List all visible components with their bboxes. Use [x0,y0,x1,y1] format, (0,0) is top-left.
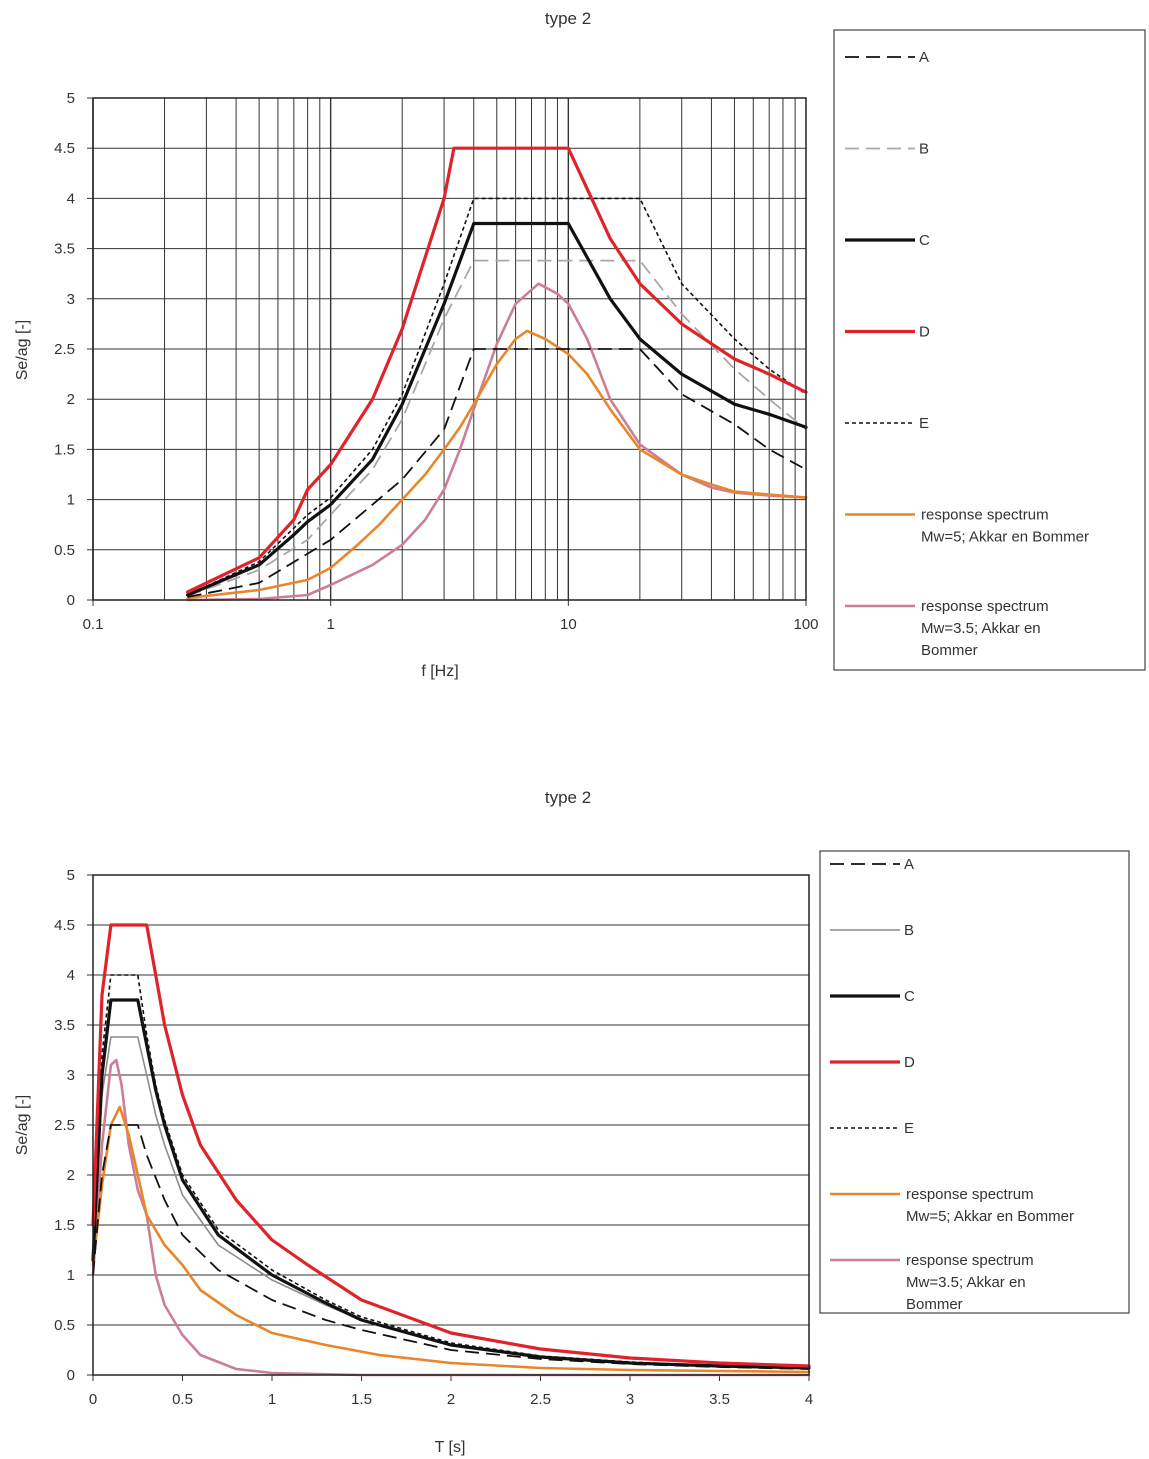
chart-title: type 2 [545,788,591,807]
legend-label: D [904,1054,915,1071]
y-tick-label: 4.5 [54,917,75,934]
legend-label: A [919,49,929,66]
legend-box [833,29,1146,671]
series-lines [91,923,811,1377]
grid [93,874,809,1376]
series-line-d-3 [91,923,811,1368]
series-line-b-1 [92,1036,810,1369]
x-tick-label: 3.5 [709,1391,730,1408]
legend-label: D [919,324,930,341]
y-tick-label: 0 [67,592,75,609]
legend-label: response spectrum [906,1252,1034,1269]
x-tick-label: 2.5 [530,1391,551,1408]
y-tick-label: 1 [67,1267,75,1284]
series-line-response-5 [91,1105,811,1374]
x-axis-label: f [Hz] [421,663,458,680]
y-tick-label: 0.5 [54,1317,75,1334]
legend-label: C [904,988,915,1005]
series-line-response-6 [91,1058,811,1377]
y-axis-ticks: 0 0.5 1 1.5 2 2.5 3 3.5 4 4.5 5 [54,90,93,609]
legend-label: Bommer [921,642,978,659]
legend-box [819,850,1130,1314]
x-tick-label: 0.1 [83,616,104,633]
y-tick-label: 4 [67,190,75,207]
series-lines [186,146,808,602]
legend-label: B [904,922,914,939]
x-tick-label: 3 [626,1391,634,1408]
y-axis-ticks: 0 0.5 1 1.5 2 2.5 3 3.5 4 4.5 5 [54,867,93,1384]
series-line-b-1 [187,259,807,597]
series-line-a-0 [187,348,807,598]
series-line-a-0 [92,1124,810,1370]
legend-label: Mw=5; Akkar en Bommer [921,529,1089,546]
x-tick-label: 1 [268,1391,276,1408]
x-axis-ticks: 0 0.5 1 1.5 2 2.5 3 3.5 4 [89,1375,813,1408]
y-tick-label: 0.5 [54,542,75,559]
x-tick-label: 2 [447,1391,455,1408]
legend-label: response spectrum [921,598,1049,615]
y-tick-label: 3 [67,1067,75,1084]
x-axis-ticks: 0.1 1 10 100 [83,600,819,633]
x-tick-label: 100 [793,616,818,633]
y-tick-label: 5 [67,867,75,884]
period-spectrum-chart: type 2 0 0.5 1 1.5 2 2.5 3 3.5 4 4.5 5 0 0.5 1 1.5 2 2.… [14,788,1130,1456]
legend-label: E [919,415,929,432]
y-tick-label: 1 [67,492,75,509]
x-tick-label: 4 [805,1391,813,1408]
legend-label: Mw=3.5; Akkar en [921,620,1041,637]
x-tick-label: 10 [560,616,577,633]
series-line-d-3 [186,146,808,594]
legend-label: Mw=3.5; Akkar en [906,1274,1026,1291]
series-line-e-4 [92,974,810,1369]
y-tick-label: 2 [67,391,75,408]
plot-frame [92,97,807,601]
series-line-c-2 [91,998,811,1370]
y-tick-label: 4 [67,967,75,984]
y-tick-label: 2.5 [54,1117,75,1134]
y-tick-label: 4.5 [54,140,75,157]
legend-label: B [919,141,929,158]
chart-title: type 2 [545,9,591,28]
legend-label: Mw=5; Akkar en Bommer [906,1208,1074,1225]
legend-label: response spectrum [921,507,1049,524]
y-tick-label: 1.5 [54,1217,75,1234]
y-tick-label: 5 [67,90,75,107]
legend-label: E [904,1120,914,1137]
y-tick-label: 3 [67,291,75,308]
x-tick-label: 0.5 [172,1391,193,1408]
frequency-spectrum-chart: type 2 0 0.5 1 1.5 2 2.5 3 3.5 4 4.5 5 0.1 1 10 100 f… [14,9,1146,680]
legend-label: C [919,232,930,249]
y-tick-label: 1.5 [54,441,75,458]
x-tick-label: 1 [326,616,334,633]
legend-label: Bommer [906,1296,963,1313]
y-axis-label: Se/ag [-] [14,320,31,380]
plot-frame [92,874,810,1376]
y-tick-label: 3.5 [54,241,75,258]
legend-label: A [904,856,914,873]
y-tick-label: 2.5 [54,341,75,358]
x-tick-label: 1.5 [351,1391,372,1408]
x-tick-label: 0 [89,1391,97,1408]
y-axis-label: Se/ag [-] [14,1095,31,1155]
series-line-c-2 [186,221,808,597]
y-tick-label: 2 [67,1167,75,1184]
legend-label: response spectrum [906,1186,1034,1203]
y-tick-label: 0 [67,1367,75,1384]
series-line-response-5 [186,329,808,600]
x-axis-label: T [s] [435,1439,466,1456]
y-tick-label: 3.5 [54,1017,75,1034]
